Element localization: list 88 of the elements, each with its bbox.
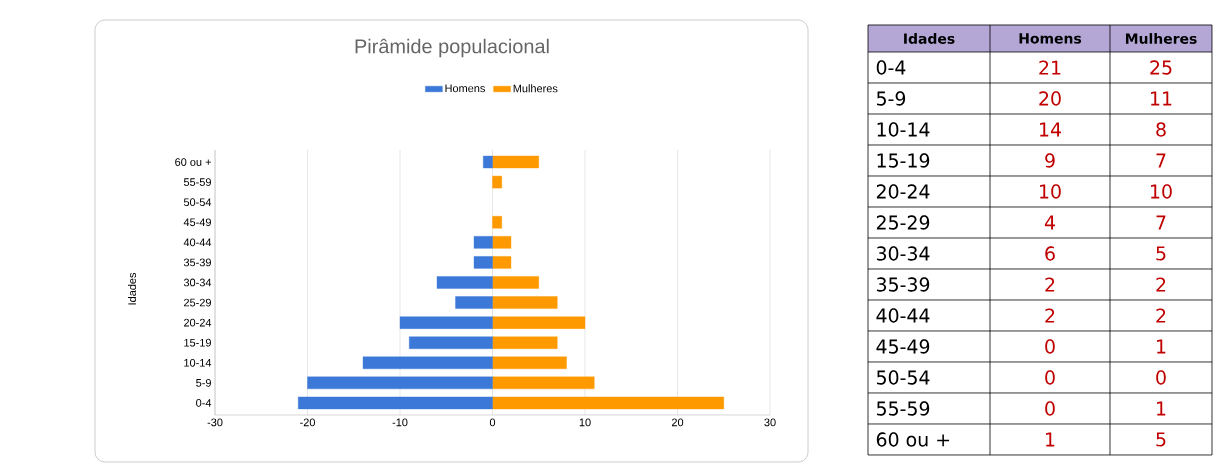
data-label: 8 (1156, 122, 1166, 137)
bar (455, 296, 493, 309)
data-label: 14 (1040, 122, 1061, 137)
category-label: 55-59 (876, 401, 930, 416)
category-label: 50-54 (876, 370, 930, 385)
category-label: 40-44 (876, 308, 930, 323)
y-tick-label: 35-39 (183, 258, 211, 267)
data-label: 21 (1039, 60, 1061, 75)
bar (307, 376, 493, 390)
bar (492, 336, 558, 349)
legend-label: Homens (445, 84, 485, 93)
data-label: 2 (1156, 277, 1166, 292)
text: Idades (904, 33, 955, 44)
y-tick-label: 15-19 (184, 338, 211, 347)
y-tick-label: 10-14 (184, 358, 212, 367)
data-label: 1 (1157, 339, 1166, 354)
data-label: 1 (1046, 432, 1055, 447)
y-tick-label: 20-24 (184, 318, 212, 327)
bar (298, 396, 493, 410)
data-label: 5 (1156, 432, 1166, 447)
data-label: 7 (1156, 153, 1166, 168)
bar (399, 316, 493, 329)
y-tick-label: 25-29 (184, 298, 211, 307)
bar (492, 316, 586, 329)
y-tick-label: 50-54 (183, 198, 212, 207)
data-label: 20 (1039, 91, 1061, 106)
data-label: 0 (1045, 401, 1055, 416)
data-label: 1 (1157, 401, 1166, 416)
bar (492, 276, 539, 289)
y-tick-label: 60 ou + (175, 158, 211, 166)
text: Mulheres (1125, 33, 1197, 44)
data-label: 11 (1151, 91, 1172, 106)
bar (492, 236, 512, 249)
category-label: 15-19 (877, 153, 930, 168)
bar (492, 396, 724, 410)
y-axis-title: Idades (127, 272, 137, 305)
bar (492, 216, 502, 229)
bar (492, 155, 539, 169)
data-label: 2 (1045, 308, 1055, 323)
bar (492, 256, 512, 269)
x-tick-label: 10 (579, 418, 591, 427)
y-tick-label: 5-9 (196, 378, 211, 387)
category-label: 20-24 (876, 184, 930, 199)
x-tick-label: 30 (764, 418, 776, 427)
bar (492, 376, 595, 390)
data-label: 2 (1045, 277, 1055, 292)
data-label: 10 (1151, 184, 1172, 199)
category-label: 45-49 (876, 339, 930, 354)
category-label: 30-34 (876, 246, 930, 261)
data-label: 9 (1045, 153, 1055, 168)
y-tick-label: 45-49 (183, 218, 211, 227)
data-label: 5 (1156, 246, 1166, 261)
bar (436, 276, 493, 289)
text: Homens (1019, 33, 1082, 44)
data-label: 4 (1044, 215, 1055, 230)
data-label: 0 (1156, 370, 1166, 385)
bar (473, 236, 493, 249)
x-tick-label: -10 (392, 418, 408, 427)
x-tick-label: -20 (300, 418, 315, 427)
legend-label: Mulheres (513, 84, 558, 93)
y-tick-label: 40-44 (183, 238, 212, 247)
x-tick-label: 20 (671, 418, 684, 427)
bar (473, 256, 493, 269)
category-label: 0-4 (876, 60, 906, 75)
data-label: 0 (1045, 370, 1055, 385)
data-label: 7 (1156, 215, 1166, 230)
bar (492, 296, 558, 309)
bar (492, 356, 567, 369)
bar (409, 336, 493, 349)
bar (483, 155, 493, 169)
y-tick-label: 30-34 (183, 278, 212, 287)
y-tick-label: 55-59 (183, 178, 211, 186)
category-label: 25-29 (876, 215, 930, 230)
category-label: 60 ou + (876, 432, 950, 447)
chart-title: Pirâmide populacional (355, 38, 549, 58)
x-tick-label: 0 (489, 418, 496, 427)
category-label: 10-14 (877, 122, 930, 137)
x-tick-label: -30 (207, 418, 223, 427)
data-label: 6 (1045, 246, 1055, 261)
bar (492, 175, 502, 189)
data-label: 25 (1150, 60, 1172, 75)
y-tick-label: 0-4 (196, 399, 212, 407)
data-label: 2 (1156, 308, 1166, 323)
category-label: 5-9 (876, 91, 906, 106)
category-label: 35-39 (876, 277, 930, 292)
data-label: 10 (1040, 184, 1061, 199)
bar (362, 356, 493, 369)
data-label: 0 (1045, 339, 1055, 354)
